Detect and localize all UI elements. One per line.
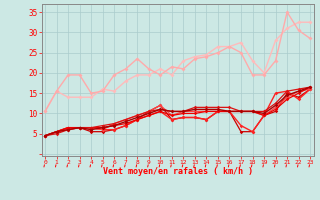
X-axis label: Vent moyen/en rafales ( km/h ): Vent moyen/en rafales ( km/h ) xyxy=(103,167,252,176)
